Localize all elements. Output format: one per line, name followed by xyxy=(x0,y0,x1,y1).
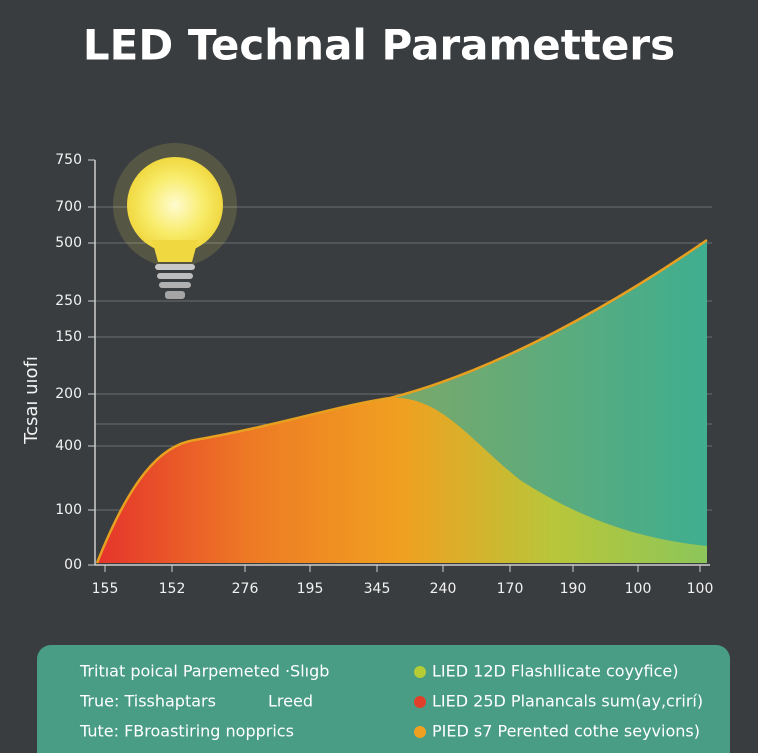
bulb-base xyxy=(159,282,191,288)
x-tick-label: 195 xyxy=(297,581,324,597)
x-tick-label: 152 xyxy=(159,581,186,597)
title: LED Technal Parametters xyxy=(83,21,675,70)
x-tick-label: 100 xyxy=(687,581,714,597)
bulb-base xyxy=(157,273,193,279)
bulb-glass xyxy=(127,157,223,253)
x-tick-label: 100 xyxy=(625,581,652,597)
y-tick-label: 500 xyxy=(55,235,82,251)
x-tick-label: 240 xyxy=(430,581,457,597)
y-tick-label: 100 xyxy=(55,502,82,518)
y-tick-label: 700 xyxy=(55,199,82,215)
y-tick-label: 150 xyxy=(55,329,82,345)
x-tick-label: 155 xyxy=(92,581,119,597)
lower-area xyxy=(97,397,707,563)
y-tick-label: 400 xyxy=(55,438,82,454)
bulb-icon xyxy=(113,143,237,299)
upper-curve xyxy=(95,238,708,564)
legend-text: Tritıat poical Parpemeted ·Slıgb xyxy=(79,662,329,681)
legend: Tritıat poical Parpemeted ·Slıgb True: Ti… xyxy=(79,662,703,741)
legend-swatch xyxy=(414,666,426,678)
x-tick-label: 170 xyxy=(497,581,524,597)
legend-label: PIED s7 Perented cothe seyvions) xyxy=(432,722,700,741)
y-tick-label: 250 xyxy=(55,293,82,309)
legend-text: Tute: FBroastiring nopprics xyxy=(79,722,294,741)
y-tick-label: 750 xyxy=(55,152,82,168)
x-tick-label: 276 xyxy=(232,581,259,597)
legend-label: LIED 12D Flashllicate coyyfice) xyxy=(432,662,678,681)
bulb-neck xyxy=(152,240,198,262)
x-tick-label: 190 xyxy=(560,581,587,597)
legend-text: Lreed xyxy=(268,692,313,711)
legend-panel xyxy=(37,645,730,753)
y-axis-label: Tcsaı uıofı xyxy=(21,356,42,445)
bulb-base xyxy=(155,264,195,270)
legend-swatch xyxy=(414,696,426,708)
bulb-tip xyxy=(165,291,185,299)
y-tick-label: 00 xyxy=(64,557,82,573)
legend-text: True: Tisshaptars xyxy=(79,692,216,711)
y-tick-label: 200 xyxy=(55,386,82,402)
x-tick-label: 345 xyxy=(364,581,391,597)
legend-swatch xyxy=(414,726,426,738)
legend-label: LIED 25D Planancals sum(ay,crirí) xyxy=(432,692,703,711)
